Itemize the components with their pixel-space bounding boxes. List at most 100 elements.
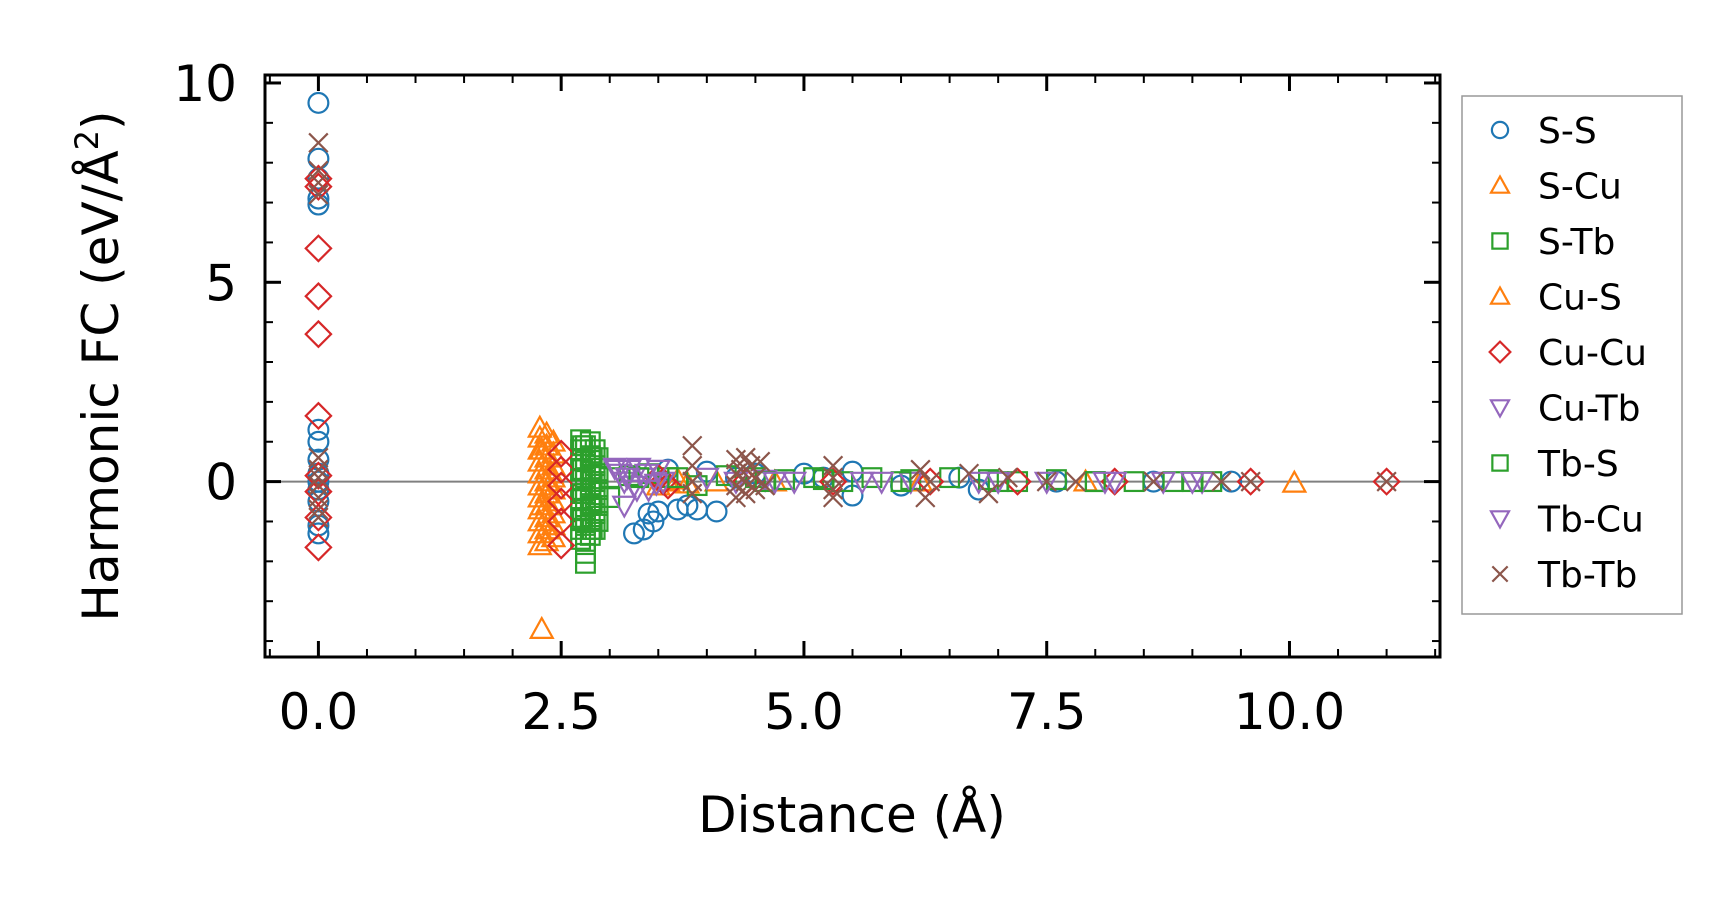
- point-Cu-Tb: [645, 459, 672, 483]
- point-Cu-Cu: [915, 467, 945, 496]
- point-S-Tb: [861, 467, 883, 489]
- point-S-Tb: [587, 479, 609, 501]
- point-Tb-Tb: [822, 479, 844, 500]
- point-S-Cu: [540, 512, 567, 536]
- legend-label: Cu-Cu: [1538, 333, 1647, 374]
- point-Cu-Cu: [546, 455, 576, 484]
- point-Tb-Tb: [1065, 471, 1086, 492]
- legend-label: Cu-Tb: [1538, 389, 1640, 430]
- point-Cu-Cu: [304, 503, 333, 532]
- point-Tb-Cu: [643, 473, 670, 497]
- point-S-S: [307, 430, 330, 453]
- y-axis-label-main: Harmonic FC (eV/Å: [72, 150, 130, 621]
- series-Cu-Cu: [304, 164, 1401, 562]
- legend-marker: [1489, 399, 1511, 419]
- point-S-Cu: [540, 428, 567, 452]
- point-S-Cu: [1281, 469, 1308, 493]
- point-Cu-Cu: [304, 282, 333, 311]
- point-S-S: [307, 490, 330, 513]
- point-S-Tb: [579, 431, 601, 453]
- point-S-Cu: [540, 440, 567, 464]
- point-Cu-S: [528, 436, 555, 460]
- point-Tb-Tb: [308, 459, 329, 480]
- point-Tb-Tb: [308, 467, 329, 488]
- x-tick-label: 10.0: [1234, 683, 1345, 741]
- legend-label: Tb-Tb: [1537, 555, 1637, 596]
- x-tick-label: 7.5: [1007, 683, 1087, 741]
- point-Tb-Tb: [750, 451, 771, 472]
- point-Tb-Tb: [920, 471, 941, 492]
- legend-item-Cu-S: Cu-S: [1489, 278, 1622, 319]
- point-Cu-Cu: [304, 234, 333, 263]
- point-S-Cu: [540, 476, 567, 500]
- legend-item-Tb-Cu: Tb-Cu: [1489, 500, 1644, 541]
- point-Tb-S: [581, 471, 603, 493]
- x-tick-label: 0.0: [279, 683, 359, 741]
- legend-marker: [1491, 232, 1509, 250]
- legend-marker: [1489, 174, 1511, 194]
- point-S-Tb: [584, 455, 606, 477]
- point-Tb-S: [890, 471, 912, 493]
- y-axis-label-close: ): [72, 110, 130, 130]
- point-Tb-Tb: [308, 507, 329, 528]
- y-axis-label: Harmonic FC (eV/Å2): [68, 110, 130, 621]
- legend-label: S-S: [1538, 111, 1597, 152]
- point-Tb-Tb: [1143, 471, 1164, 492]
- point-Cu-Tb: [965, 471, 992, 495]
- point-S-Tb: [587, 463, 609, 485]
- point-S-Tb: [584, 439, 606, 461]
- point-Tb-Tb: [822, 487, 844, 508]
- point-Cu-Cu: [1372, 467, 1401, 496]
- point-Tb-Tb: [1240, 471, 1261, 492]
- point-Tb-S: [581, 447, 603, 469]
- legend-item-S-Tb: S-Tb: [1491, 222, 1615, 263]
- point-Tb-Tb: [682, 435, 703, 456]
- plot-area: [265, 91, 1440, 639]
- x-axis-label: Distance (Å): [698, 786, 1006, 844]
- point-Cu-Cu: [304, 401, 333, 431]
- point-Tb-Tb: [754, 475, 776, 496]
- point-S-Tb: [584, 503, 606, 524]
- y-tick-label: 5: [205, 254, 237, 312]
- point-S-S: [307, 91, 330, 114]
- point-Tb-Tb: [1376, 471, 1397, 492]
- point-S-S: [623, 522, 646, 545]
- point-S-Cu: [540, 488, 567, 512]
- y-tick-label: 0: [205, 454, 237, 512]
- point-S-S: [307, 522, 330, 545]
- y-tick-label: 10: [173, 55, 237, 113]
- legend-item-S-Cu: S-Cu: [1489, 167, 1622, 208]
- y-axis-label-superscript: 2: [68, 130, 106, 150]
- point-Cu-Cu: [304, 461, 333, 490]
- x-tick-label: 5.0: [764, 683, 844, 741]
- legend-marker: [1491, 565, 1509, 583]
- point-S-S: [307, 418, 330, 441]
- point-Tb-Cu: [868, 471, 895, 495]
- point-Cu-Cu: [304, 319, 333, 349]
- point-Tb-S: [581, 495, 603, 516]
- plot-frame: [263, 73, 1442, 659]
- point-Tb-Tb: [997, 467, 1018, 488]
- point-S-S: [705, 500, 728, 523]
- point-Tb-Cu: [624, 479, 650, 503]
- point-Cu-Cu: [304, 172, 333, 201]
- legend-marker: [1491, 454, 1509, 472]
- x-tick-label: 2.5: [521, 683, 601, 741]
- point-Tb-Tb: [308, 499, 329, 520]
- legend-marker: [1490, 120, 1510, 140]
- point-Tb-Tb: [308, 132, 329, 153]
- point-S-S: [642, 510, 665, 533]
- point-Cu-Tb: [611, 495, 638, 519]
- point-S-S: [307, 187, 330, 210]
- point-Tb-Tb: [1211, 471, 1232, 492]
- point-Tb-Tb: [958, 463, 980, 484]
- series-Tb-Tb: [308, 132, 1397, 528]
- axis-ticks: 0.0 2.5 5.0 7.5 10.0 0 5 10: [173, 55, 1440, 741]
- legend-item-Tb-Tb: Tb-Tb: [1491, 555, 1637, 596]
- point-Cu-Cu: [546, 487, 576, 516]
- point-Cu-Cu: [304, 533, 333, 562]
- legend-label: Tb-Cu: [1537, 500, 1644, 541]
- point-Cu-S: [528, 492, 555, 516]
- point-Tb-Tb: [1036, 471, 1057, 492]
